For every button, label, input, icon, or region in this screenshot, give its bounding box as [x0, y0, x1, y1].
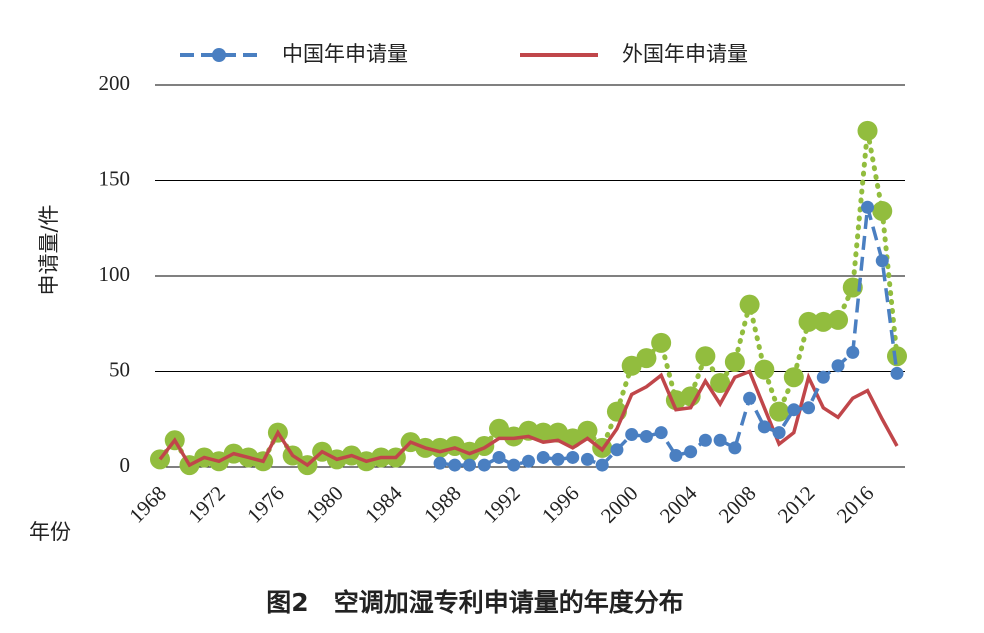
data-point	[713, 433, 727, 447]
data-point	[489, 418, 510, 439]
data-point	[610, 443, 624, 457]
data-point	[828, 309, 849, 330]
data-point	[743, 391, 757, 405]
data-point	[639, 429, 653, 443]
data-point	[757, 420, 771, 434]
data-point	[698, 433, 712, 447]
data-point	[621, 355, 642, 376]
data-point	[433, 456, 447, 470]
data-point	[636, 348, 657, 369]
data-point	[577, 420, 598, 441]
legend-label: 外国年申请量	[622, 42, 748, 66]
x-tick-label: 1980	[301, 481, 348, 528]
data-point	[651, 332, 672, 353]
data-point	[522, 454, 535, 468]
data-point	[477, 458, 491, 472]
data-point	[448, 458, 462, 472]
data-point	[831, 359, 845, 373]
x-tick-label: 1972	[183, 481, 230, 528]
x-tick-label: 2004	[655, 481, 702, 528]
data-point	[533, 422, 554, 443]
caption: 图2 空调加湿专利申请量的年度分布	[266, 588, 683, 617]
data-point	[566, 450, 580, 464]
data-point	[507, 458, 521, 472]
data-point	[872, 201, 893, 222]
data-point	[625, 428, 639, 442]
data-point	[769, 401, 790, 422]
y-tick-label: 0	[120, 453, 131, 477]
x-tick-label: 1992	[478, 481, 525, 528]
legend-label: 中国年申请量	[282, 42, 408, 66]
x-tick-label: 1996	[537, 481, 584, 528]
x-tick-label: 1968	[124, 481, 171, 528]
data-point	[739, 294, 760, 315]
y-tick-label: 100	[99, 262, 131, 286]
data-point	[654, 426, 668, 440]
x-tick-label: 1988	[419, 481, 466, 528]
data-point	[536, 450, 550, 464]
data-point	[890, 366, 904, 380]
data-point	[802, 401, 816, 415]
x-axis-label: 年份	[29, 520, 71, 544]
data-point	[430, 437, 451, 458]
data-point	[772, 426, 786, 440]
x-tick-label: 2012	[773, 481, 820, 528]
x-tick-label: 2000	[596, 481, 643, 528]
x-tick-label: 2016	[832, 481, 879, 528]
data-point	[861, 200, 875, 214]
data-point	[724, 351, 745, 372]
y-tick-label: 150	[99, 166, 131, 190]
data-point	[787, 403, 801, 417]
data-point	[492, 450, 506, 464]
data-point	[463, 458, 477, 472]
data-point	[798, 311, 819, 332]
data-point	[754, 359, 775, 380]
data-point	[857, 120, 878, 141]
series-line	[439, 206, 899, 468]
data-point	[813, 311, 834, 332]
data-point	[783, 367, 804, 388]
y-tick-label: 50	[109, 357, 130, 381]
y-tick-label: 200	[99, 71, 131, 95]
data-point	[887, 346, 907, 367]
data-point	[595, 458, 609, 472]
data-point	[846, 345, 860, 359]
y-axis-label: 申请量/件	[37, 204, 61, 295]
data-point	[580, 452, 594, 466]
data-point	[684, 445, 698, 459]
data-point	[842, 277, 863, 298]
data-point	[816, 370, 830, 384]
data-point	[551, 452, 565, 466]
x-tick-label: 2008	[714, 481, 761, 528]
data-point	[669, 449, 683, 463]
data-point	[875, 254, 889, 268]
data-point	[728, 441, 742, 455]
data-point	[710, 372, 731, 393]
x-tick-label: 1984	[360, 481, 407, 528]
legend-marker	[212, 48, 226, 62]
x-tick-label: 1976	[242, 481, 289, 528]
data-point	[695, 346, 716, 367]
